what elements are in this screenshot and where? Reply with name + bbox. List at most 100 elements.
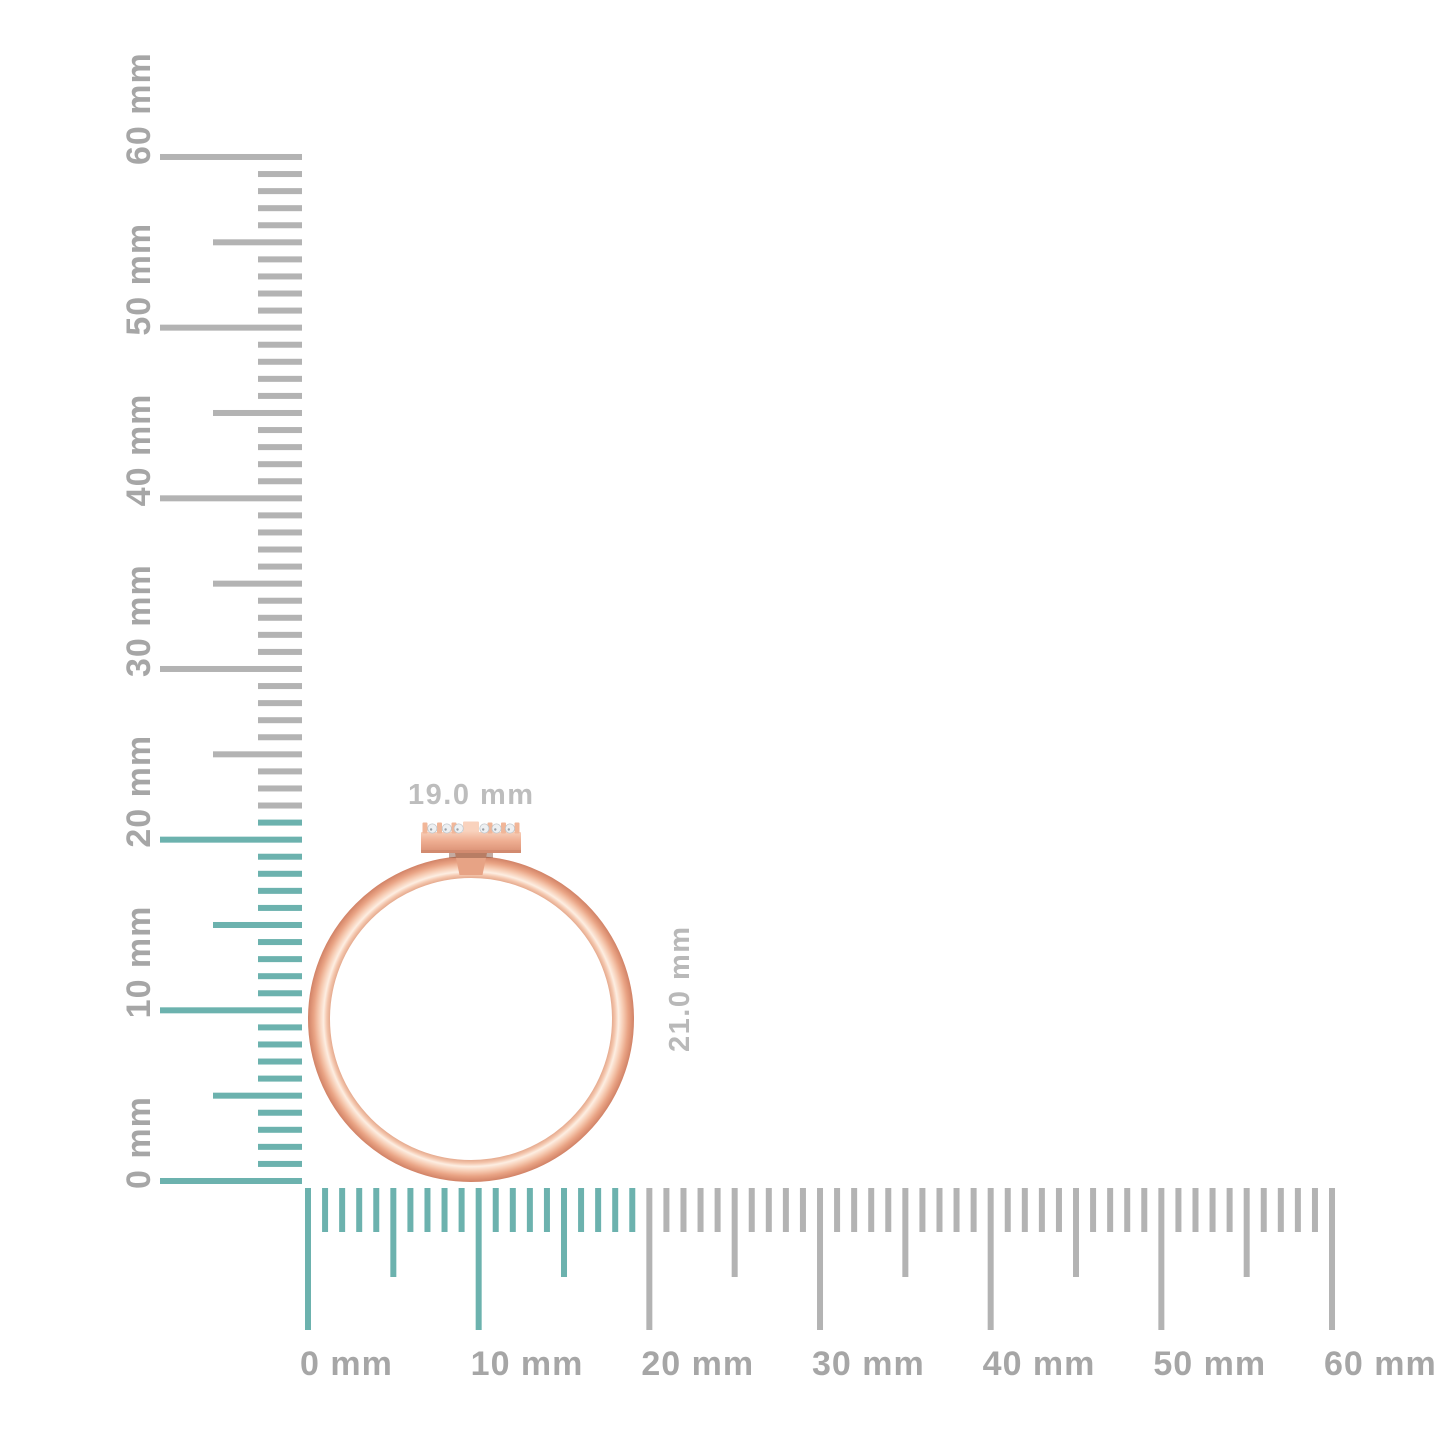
ruler-tick bbox=[258, 853, 302, 860]
ruler-tick bbox=[1055, 1188, 1062, 1232]
ruler-tick bbox=[258, 1109, 302, 1116]
ruler-label: 30 mm bbox=[812, 1345, 925, 1383]
horizontal-ruler bbox=[305, 1188, 1336, 1330]
ruler-tick bbox=[258, 1075, 302, 1082]
ruler-tick bbox=[1175, 1188, 1182, 1232]
ruler-tick bbox=[258, 614, 302, 621]
ruler-tick bbox=[213, 751, 302, 758]
ruler-tick bbox=[258, 427, 302, 434]
ruler-tick bbox=[213, 239, 302, 246]
ruler-tick bbox=[258, 734, 302, 741]
ruler-tick bbox=[578, 1188, 585, 1232]
ruler-tick bbox=[258, 444, 302, 451]
ruler-tick bbox=[526, 1188, 533, 1232]
ring-prong bbox=[514, 822, 520, 834]
ruler-tick bbox=[258, 597, 302, 604]
ruler-tick bbox=[258, 819, 302, 826]
ruler-tick bbox=[407, 1188, 414, 1232]
ruler-tick bbox=[305, 1188, 311, 1330]
ruler-tick bbox=[258, 1126, 302, 1133]
ruler-tick bbox=[714, 1188, 721, 1232]
ruler-tick bbox=[213, 409, 302, 416]
ruler-tick bbox=[834, 1188, 841, 1232]
ruler-tick bbox=[561, 1188, 568, 1277]
ruler-tick bbox=[970, 1188, 977, 1232]
ruler-tick bbox=[817, 1188, 824, 1330]
ruler-tick bbox=[475, 1188, 482, 1330]
ring-diamonds bbox=[427, 823, 515, 834]
ring-diamond-facet bbox=[507, 828, 510, 831]
ruler-tick bbox=[258, 939, 302, 946]
ruler-label: 60 mm bbox=[1324, 1345, 1437, 1383]
ring-connector bbox=[455, 853, 487, 875]
ruler-tick bbox=[953, 1188, 960, 1232]
ring-diamond-facet bbox=[456, 828, 459, 831]
ring-diamond bbox=[479, 823, 490, 834]
vertical-ruler bbox=[160, 153, 302, 1184]
ruler-tick bbox=[697, 1188, 704, 1232]
ruler-tick bbox=[1277, 1188, 1284, 1232]
ruler-tick bbox=[1226, 1188, 1233, 1232]
ring-setting-bar bbox=[421, 832, 521, 853]
ruler-tick bbox=[213, 921, 302, 928]
ruler-tick bbox=[258, 768, 302, 775]
ruler-tick bbox=[595, 1188, 602, 1232]
ruler-tick bbox=[936, 1188, 943, 1232]
ruler-tick bbox=[1090, 1188, 1097, 1232]
ruler-tick bbox=[851, 1188, 858, 1232]
ruler-tick bbox=[987, 1188, 994, 1330]
ring-center-prong bbox=[463, 821, 479, 835]
ruler-label: 0 mm bbox=[300, 1345, 393, 1383]
ruler-tick bbox=[1141, 1188, 1148, 1232]
horizontal-ruler-labels: 0 mm 10 mm 20 mm 30 mm 40 mm 50 mm 60 mm bbox=[300, 1345, 1437, 1383]
ring-diamond bbox=[491, 823, 502, 834]
ruler-tick bbox=[160, 324, 302, 331]
ruler-label: 40 mm bbox=[983, 1345, 1096, 1383]
ruler-tick bbox=[258, 785, 302, 792]
ruler-tick bbox=[1004, 1188, 1011, 1232]
ruler-tick bbox=[258, 683, 302, 690]
ruler-label: 50 mm bbox=[1153, 1345, 1266, 1383]
ruler-tick bbox=[258, 1041, 302, 1048]
ruler-tick bbox=[258, 222, 302, 229]
ruler-tick bbox=[919, 1188, 926, 1232]
ruler-tick bbox=[258, 358, 302, 365]
ruler-tick bbox=[663, 1188, 670, 1232]
ruler-tick bbox=[258, 1143, 302, 1150]
ruler-label: 0 mm bbox=[120, 1096, 158, 1189]
ring-illustration: 19.0 mm 21.0 mm bbox=[308, 779, 696, 1182]
vertical-ruler-labels: 0 mm 10 mm 20 mm 30 mm 40 mm 50 mm 60 mm bbox=[120, 52, 158, 1189]
ruler-tick bbox=[160, 153, 302, 160]
ruler-tick bbox=[339, 1188, 346, 1232]
ruler-tick bbox=[1209, 1188, 1216, 1232]
ruler-tick bbox=[1192, 1188, 1199, 1232]
ruler-tick bbox=[1107, 1188, 1114, 1232]
ruler-tick bbox=[458, 1188, 465, 1232]
ring-diamond-facet bbox=[429, 828, 433, 831]
ruler-tick bbox=[1294, 1188, 1301, 1232]
ruler-label: 50 mm bbox=[120, 223, 158, 336]
ruler-tick bbox=[1243, 1188, 1250, 1277]
ruler-tick bbox=[258, 341, 302, 348]
ruler-tick bbox=[258, 1024, 302, 1031]
ruler-tick bbox=[1073, 1188, 1080, 1277]
ruler-tick bbox=[258, 648, 302, 655]
ring-height-label: 21.0 mm bbox=[664, 925, 696, 1052]
ruler-label: 60 mm bbox=[120, 52, 158, 165]
ruler-tick bbox=[390, 1188, 397, 1277]
ruler-tick bbox=[258, 205, 302, 212]
ruler-tick bbox=[258, 990, 302, 997]
ruler-tick bbox=[1038, 1188, 1045, 1232]
ruler-tick bbox=[258, 546, 302, 553]
ruler-tick bbox=[258, 392, 302, 399]
ruler-tick bbox=[258, 188, 302, 195]
ruler-tick bbox=[258, 956, 302, 963]
ruler-tick bbox=[646, 1188, 653, 1330]
ruler-tick bbox=[258, 700, 302, 707]
ruler-tick bbox=[492, 1188, 499, 1232]
ruler-tick bbox=[782, 1188, 789, 1232]
ruler-tick bbox=[629, 1188, 636, 1232]
ring-prong bbox=[422, 822, 428, 834]
ruler-tick bbox=[322, 1188, 329, 1232]
